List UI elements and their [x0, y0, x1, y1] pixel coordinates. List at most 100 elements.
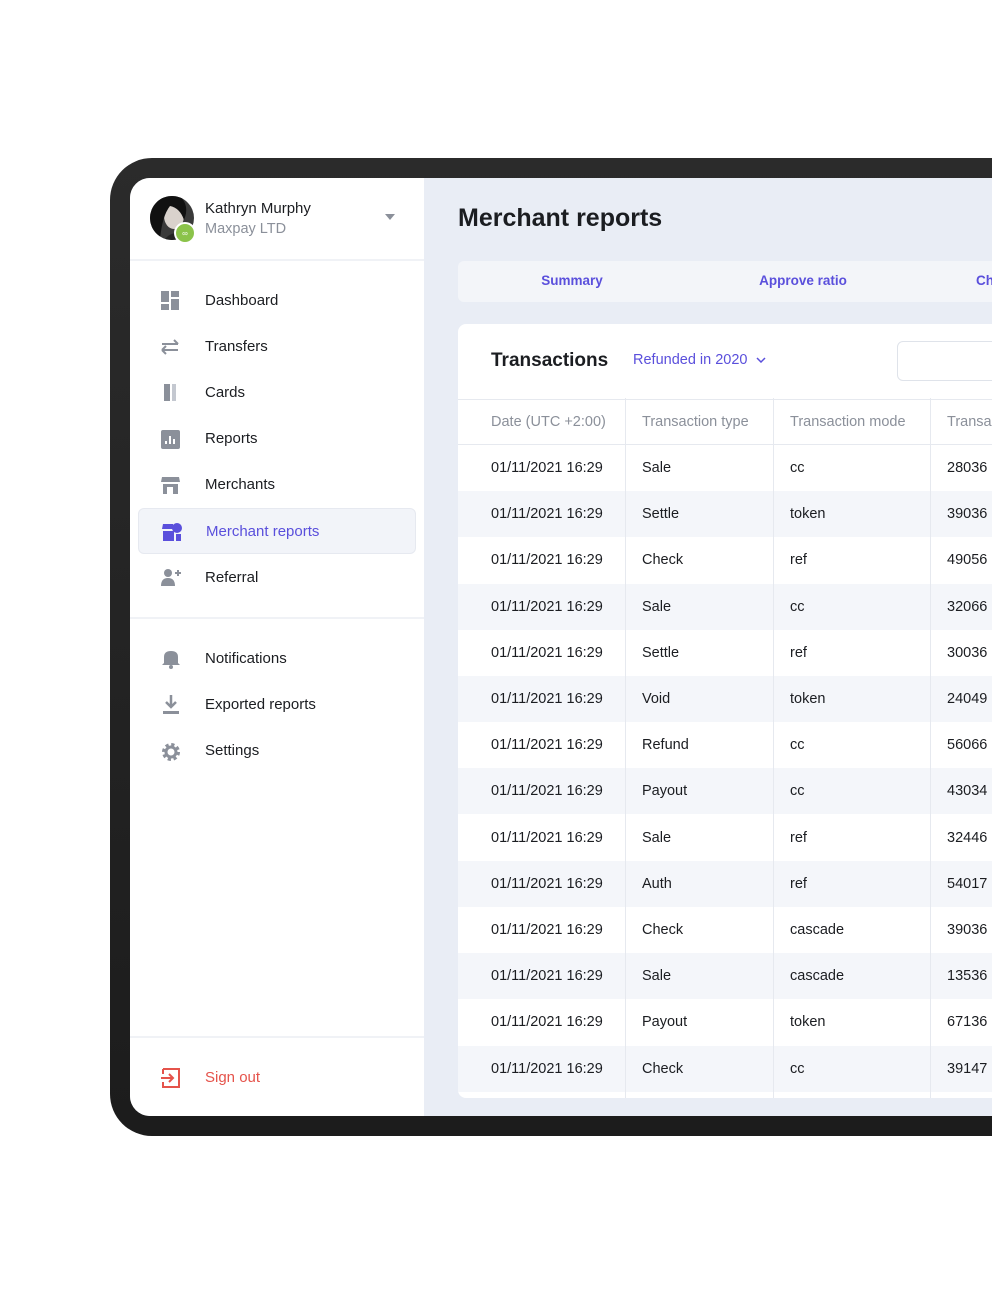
table-cell: cascade [790, 922, 845, 938]
table-cell: Auth [642, 875, 672, 892]
table-row: 01/11/2021 16:29 Sale ref 32446 [458, 815, 992, 861]
table-row: 01/11/2021 16:29 Check cascade 39036 [458, 907, 992, 953]
nav-item[interactable]: Merchant reports [138, 508, 416, 554]
table-cell: 32446 [947, 829, 988, 846]
account-dropdown[interactable] [385, 214, 395, 221]
table-row: 01/11/2021 16:29 Sale cc 28036 [458, 445, 992, 491]
table-cell: 67136 [947, 1014, 988, 1031]
table-cell: 28036 [947, 460, 988, 476]
column-header: Date (UTC +2:00) [491, 414, 606, 430]
table-cell: 13536 [947, 968, 988, 985]
table-cell: 01/11/2021 16:29 [491, 460, 603, 476]
table-cell: 39036 [947, 922, 988, 938]
table-cell: Sale [642, 598, 672, 615]
table-cell: cc [790, 737, 805, 754]
table-row: 01/11/2021 16:29 Check ref 49056 [458, 537, 992, 583]
table-cell: Void [642, 691, 671, 707]
divider [130, 617, 424, 619]
nav-icon [162, 523, 182, 541]
table-cell: cc [790, 598, 805, 615]
nav-item[interactable]: Exported reports [138, 681, 416, 727]
page-title: Merchant reports [458, 204, 663, 232]
table-cell: 01/11/2021 16:29 [491, 968, 603, 985]
nav-icon [164, 384, 176, 402]
column-header: Transaction type [642, 414, 749, 430]
user-name: Kathryn Murphy [205, 200, 311, 217]
column-divider [930, 398, 931, 1098]
table-cell: ref [790, 875, 807, 892]
table-cell: token [790, 506, 826, 523]
nav-label: Merchant reports [206, 522, 320, 540]
table-cell: 01/11/2021 16:29 [491, 922, 603, 938]
column-divider [625, 398, 626, 1098]
table-cell: Settle [642, 506, 680, 523]
card-title: Transactions [491, 350, 609, 371]
nav-item[interactable]: Cards [138, 369, 416, 415]
nav-item[interactable]: Settings [138, 728, 416, 774]
nav-item[interactable]: Referral [138, 554, 416, 600]
table-row: 01/11/2021 16:29 Settle ref 30036 [458, 630, 992, 676]
table-cell: Check [642, 1060, 684, 1077]
nav-label: Notifications [205, 649, 287, 667]
table-cell: 43034 [947, 783, 988, 800]
main: Merchant reports Summary Approve ratio Ch … [424, 178, 992, 1116]
table-cell: 54017 [947, 875, 988, 892]
nav-item[interactable]: Reports [138, 416, 416, 462]
table-row: 01/11/2021 16:29 Sale cascade 13536 [458, 953, 992, 1000]
table-cell: 01/11/2021 16:29 [491, 829, 603, 846]
nav-label: Referral [205, 568, 259, 586]
nav-label: Merchants [205, 476, 276, 494]
table-row: 01/11/2021 16:29 Check cc 39147 [458, 1045, 992, 1092]
table-cell: 01/11/2021 16:29 [491, 1060, 603, 1077]
tab[interactable]: Summary [541, 273, 603, 288]
table-cell: cascade [790, 968, 845, 985]
table-row: 01/11/2021 16:29 Sale cc 32066 [458, 583, 992, 630]
tab[interactable]: Ch [976, 273, 992, 288]
sidebar: ∞ Kathryn Murphy Maxpay LTD Dashboard Tra… [130, 178, 424, 1116]
table-cell: 01/11/2021 16:29 [491, 506, 603, 523]
table-cell: cc [790, 783, 805, 800]
nav-item[interactable]: Merchants [138, 462, 416, 508]
table-cell: 01/11/2021 16:29 [491, 552, 603, 569]
table-cell: 30036 [947, 644, 988, 661]
table-cell: token [790, 1014, 826, 1031]
nav-icon [162, 742, 180, 761]
table-cell: Check [642, 922, 684, 938]
table-cell: Payout [642, 1014, 688, 1031]
table-row: 01/11/2021 16:29 Payout token 67136 [458, 999, 992, 1045]
divider [130, 1036, 424, 1038]
table-cell: 56066 [947, 737, 988, 754]
table-row: 01/11/2021 16:29 Settle token 39036 [458, 491, 992, 538]
nav-label: Dashboard [205, 291, 279, 309]
tab-bar: Summary Approve ratio Ch [458, 261, 992, 302]
tab[interactable]: Approve ratio [759, 273, 847, 288]
table-cell: ref [790, 552, 807, 569]
table-cell: Check [642, 552, 684, 569]
nav-icon [161, 429, 180, 449]
nav-item[interactable]: Dashboard [138, 277, 416, 323]
sign-out[interactable]: Sign out [138, 1054, 416, 1100]
search-input[interactable] [897, 341, 992, 381]
nav-label: Exported reports [205, 695, 316, 713]
filter-dropdown[interactable]: Refunded in 2020 [633, 352, 766, 368]
avatar[interactable]: ∞ [150, 196, 198, 244]
table-cell: 01/11/2021 16:29 [491, 691, 603, 707]
nav-icon [161, 569, 181, 587]
table-cell: ref [790, 644, 807, 661]
nav-label: Reports [205, 430, 258, 448]
nav-item[interactable]: Notifications [138, 635, 416, 681]
table-cell: 01/11/2021 16:29 [491, 644, 603, 661]
nav-item[interactable]: Transfers [138, 323, 416, 369]
table-cell: Sale [642, 829, 672, 846]
divider [130, 259, 424, 261]
table-cell: 01/11/2021 16:29 [491, 598, 603, 615]
column-divider [773, 398, 774, 1098]
nav-icon [161, 339, 179, 355]
table-row: 01/11/2021 16:29 Auth ref 54017 [458, 860, 992, 907]
table-row: 01/11/2021 16:29 Void token 24049 [458, 676, 992, 722]
nav-icon [163, 695, 179, 715]
table-row: 01/11/2021 16:29 Payout cc 43034 [458, 768, 992, 815]
user-company: Maxpay LTD [205, 221, 287, 237]
chevron [755, 357, 766, 363]
